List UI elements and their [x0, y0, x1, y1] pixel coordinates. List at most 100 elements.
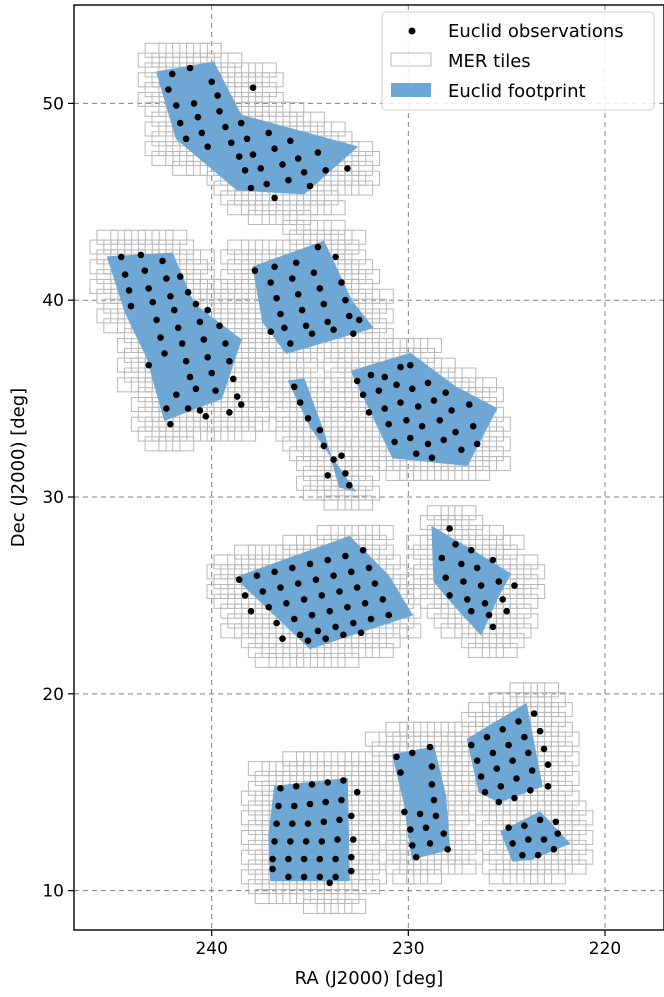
mer-tile — [289, 761, 312, 777]
mer-tile — [543, 770, 566, 786]
mer-tile — [337, 239, 360, 255]
mer-tile — [144, 42, 167, 58]
observation-point — [330, 326, 337, 334]
mer-tile — [227, 416, 250, 432]
mer-tile — [440, 367, 463, 383]
observation-point — [365, 409, 373, 416]
observation-point — [265, 603, 273, 611]
x-tick-label: 230 — [392, 939, 424, 959]
observation-point — [169, 70, 176, 78]
mer-tile — [426, 603, 449, 619]
mer-tile — [165, 52, 188, 68]
observation-point — [214, 92, 221, 99]
mer-tile — [344, 249, 367, 265]
observation-point — [385, 420, 393, 428]
mer-tile — [220, 52, 243, 68]
mer-tile — [330, 643, 353, 659]
mer-tile — [275, 406, 298, 422]
mer-tile — [468, 800, 491, 816]
observation-point — [127, 302, 135, 310]
mer-tile — [144, 416, 167, 432]
mer-tile — [282, 534, 305, 550]
mer-tile — [302, 879, 325, 895]
observation-point — [289, 820, 296, 827]
mer-tile — [323, 889, 346, 905]
mer-tile — [502, 593, 525, 609]
mer-tile — [268, 397, 291, 413]
observation-point — [320, 818, 328, 826]
mer-tile — [337, 397, 360, 413]
mer-tile — [234, 367, 257, 383]
mer-tile — [509, 623, 532, 639]
mer-tile — [254, 377, 277, 393]
mer-tile — [323, 357, 346, 373]
mer-tile — [185, 259, 208, 275]
mer-tile — [289, 446, 312, 462]
mer-tile — [282, 101, 305, 117]
observation-point — [287, 340, 294, 347]
observation-point — [473, 757, 481, 764]
observation-point — [342, 296, 349, 304]
observation-point — [292, 259, 300, 267]
mer-tile — [364, 337, 387, 353]
mer-tile — [385, 465, 408, 481]
mer-tile — [206, 564, 229, 580]
observation-point — [222, 123, 229, 131]
mer-tile — [351, 456, 374, 472]
observation-point — [251, 267, 259, 275]
mer-tile — [234, 406, 257, 422]
observation-point — [536, 727, 544, 735]
mer-tile — [523, 583, 546, 599]
observation-point — [271, 838, 278, 845]
mer-tile — [117, 337, 140, 353]
observation-point — [468, 546, 475, 554]
legend-observations-label: Euclid observations — [448, 21, 624, 42]
mer-tile — [268, 357, 291, 373]
mer-tile — [261, 72, 284, 88]
mer-tile — [330, 406, 353, 422]
observation-point — [452, 428, 459, 436]
mer-tile — [199, 298, 222, 314]
mer-tile — [254, 397, 277, 413]
observation-point — [326, 607, 334, 615]
observation-point — [283, 600, 290, 607]
mer-tile — [447, 770, 470, 786]
mer-tile — [378, 790, 401, 806]
y-axis-label: Dec (J2000) [deg] — [8, 388, 29, 547]
observation-point — [346, 312, 353, 320]
mer-tile — [385, 839, 408, 855]
mer-tile — [192, 406, 215, 422]
mer-tile — [351, 869, 374, 885]
mer-tile — [275, 761, 298, 777]
observation-point — [145, 361, 152, 369]
mer-tile — [358, 859, 380, 875]
mer-tile — [302, 111, 325, 127]
mer-tile — [158, 436, 181, 452]
observation-point — [332, 873, 339, 881]
observation-point — [481, 600, 489, 607]
footprint-region — [350, 352, 498, 466]
observation-point — [440, 436, 448, 444]
observation-point — [509, 757, 516, 764]
mer-tile — [426, 465, 449, 481]
footprint-region — [287, 378, 356, 492]
mer-tile — [254, 82, 277, 98]
mer-tile — [530, 869, 553, 885]
observation-point — [381, 405, 389, 412]
mer-tile — [213, 278, 236, 294]
mer-tile — [351, 259, 374, 275]
mer-tile — [392, 337, 415, 353]
mer-tile — [371, 800, 394, 816]
mer-tile — [117, 377, 140, 393]
observation-point — [176, 119, 184, 127]
mer-tile — [144, 121, 167, 137]
mer-tile — [185, 416, 208, 432]
mer-tile — [337, 180, 360, 196]
observation-point — [271, 263, 278, 271]
mer-tile — [440, 859, 463, 875]
mer-tile — [302, 485, 325, 501]
observation-point — [348, 568, 355, 576]
mer-tile — [433, 731, 456, 747]
mer-tile — [337, 456, 360, 472]
mer-tile — [488, 416, 511, 432]
